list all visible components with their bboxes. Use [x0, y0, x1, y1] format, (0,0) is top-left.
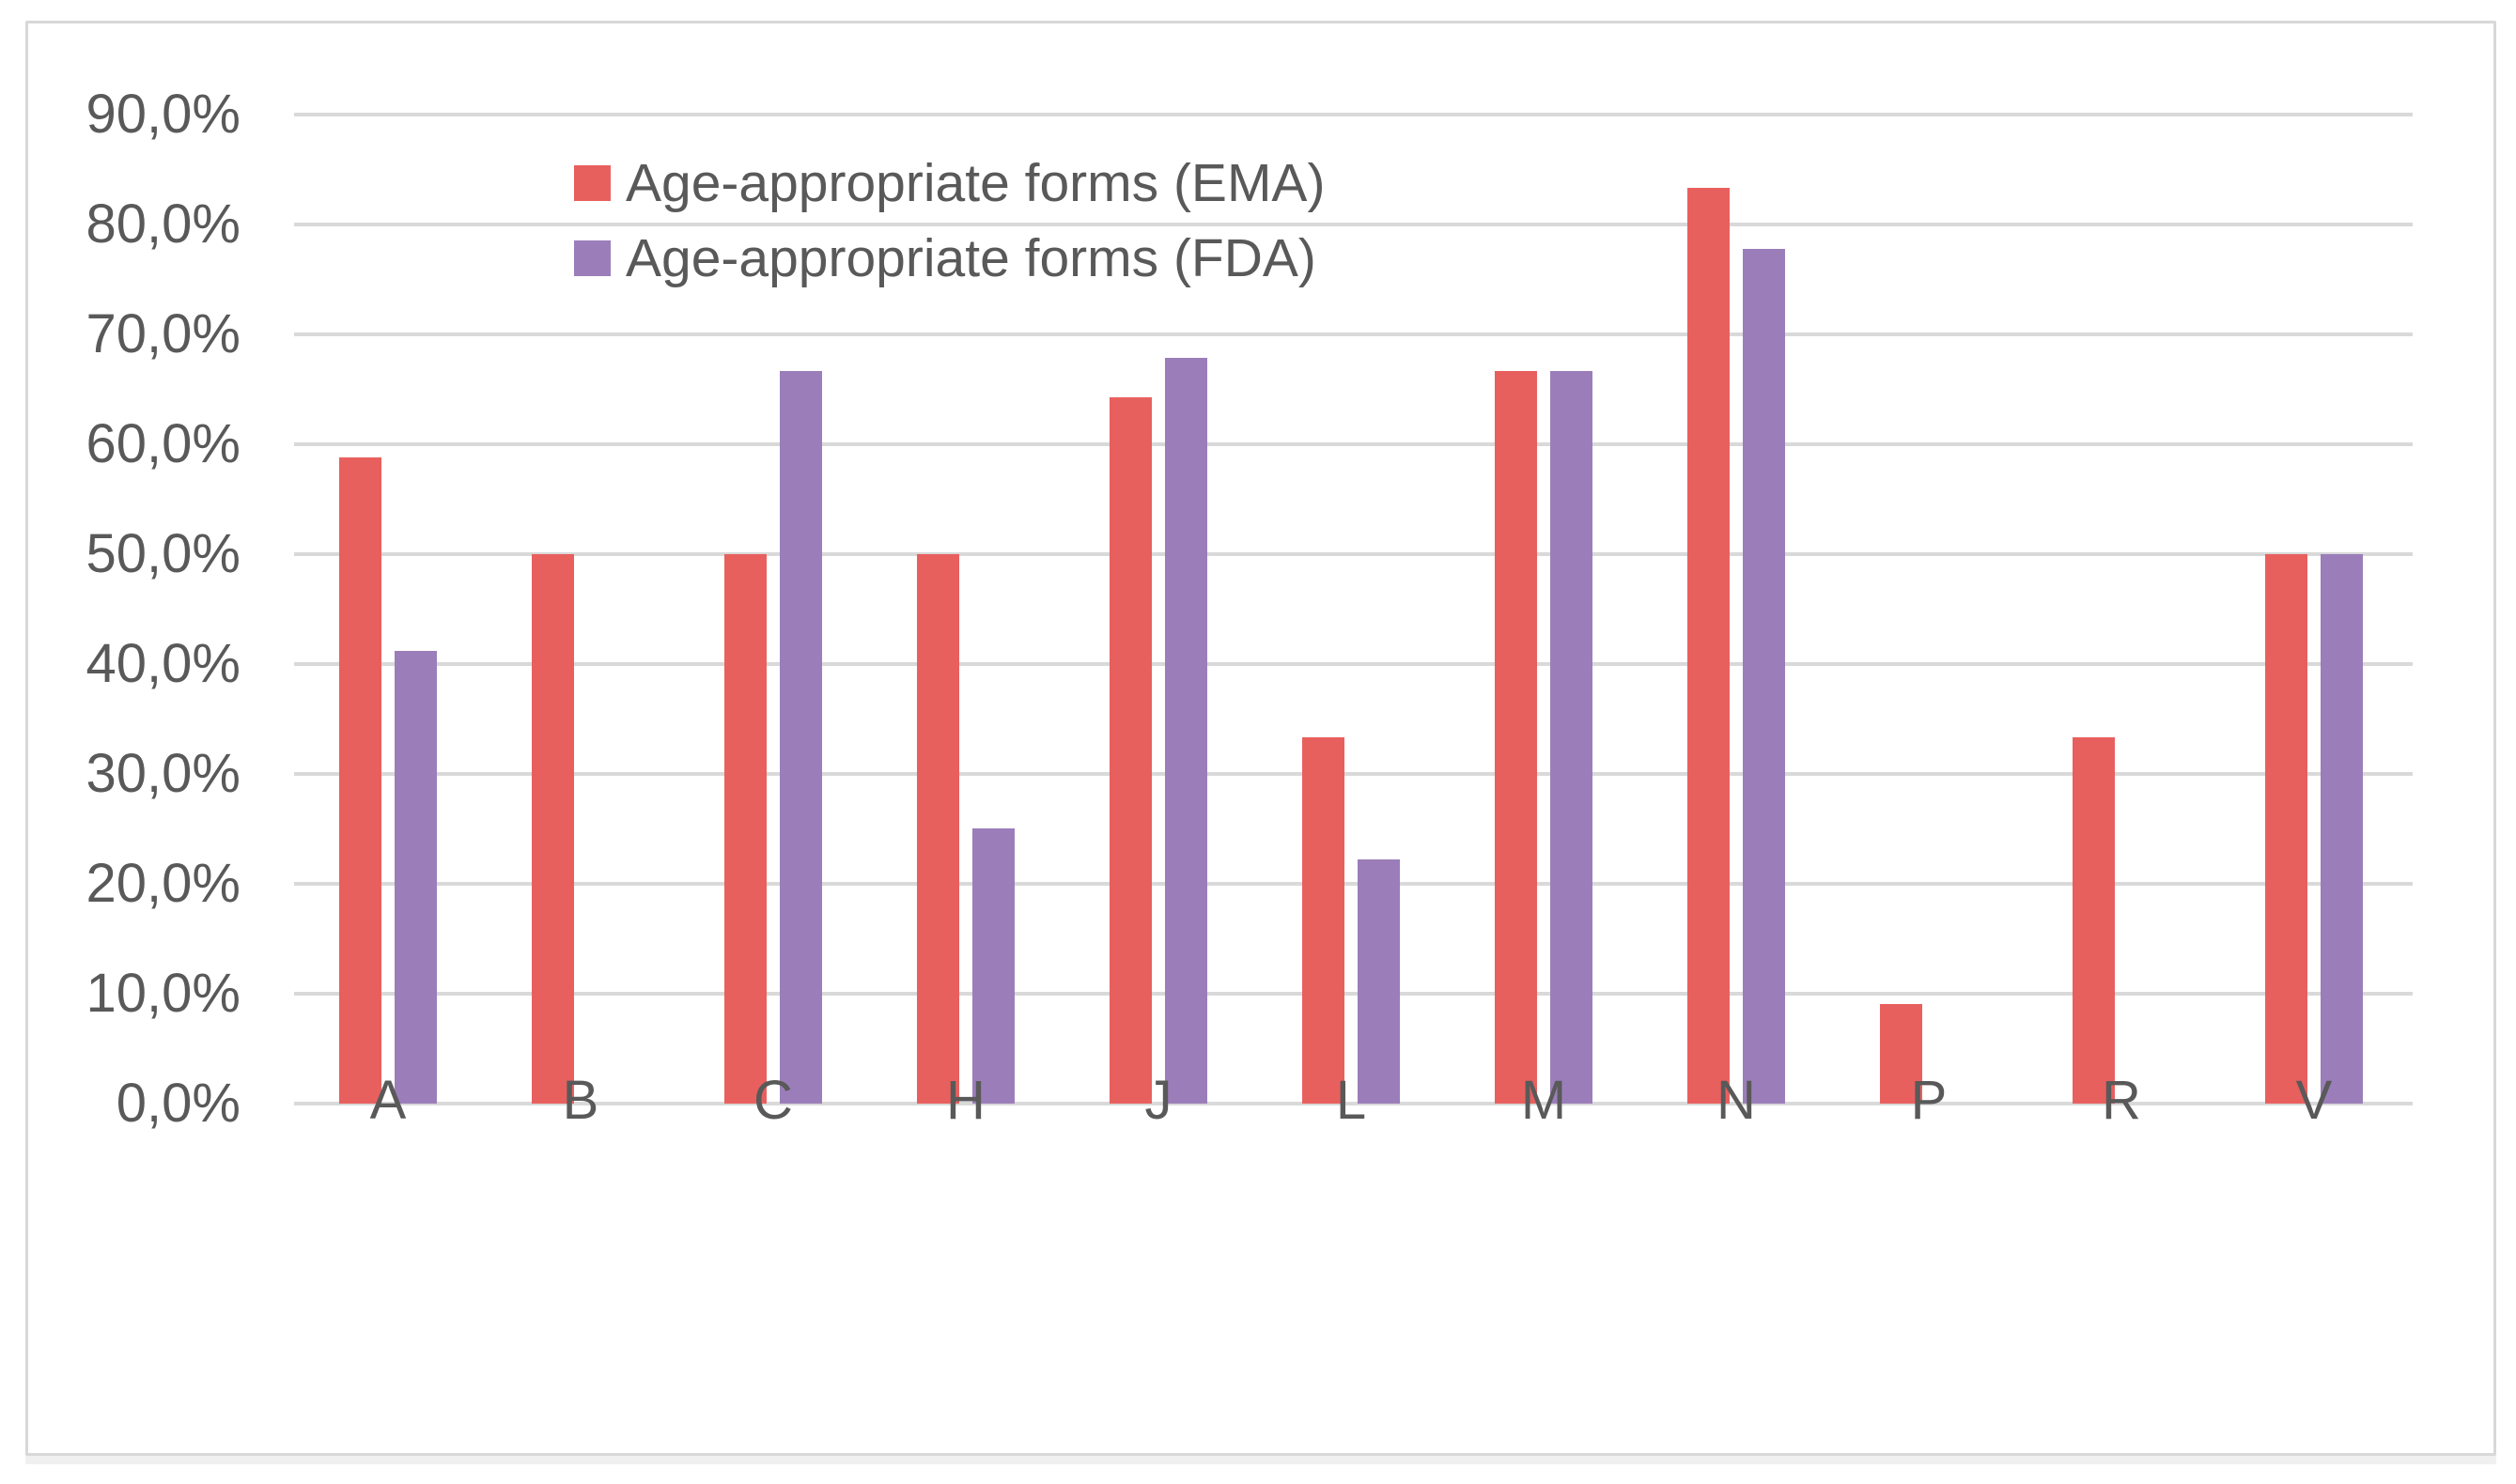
- y-axis-tick-label: 80,0%: [85, 193, 241, 255]
- bar-fda-M: [1550, 371, 1592, 1104]
- x-axis-category-label: R: [2102, 1070, 2141, 1131]
- bar-ema-R: [2073, 737, 2115, 1104]
- y-axis-tick-label: 50,0%: [85, 523, 241, 584]
- bar-fda-L: [1358, 859, 1400, 1104]
- gridline: [294, 442, 2413, 446]
- bar-ema-M: [1495, 371, 1537, 1104]
- x-axis-category-label: J: [1144, 1070, 1173, 1131]
- gridline: [294, 552, 2413, 556]
- y-axis-tick-label: 0,0%: [116, 1073, 241, 1134]
- x-axis-category-label: H: [946, 1070, 986, 1131]
- legend-item-ema: Age-appropriate forms (EMA): [574, 146, 1325, 221]
- bar-fda-J: [1165, 358, 1207, 1104]
- x-axis-category-label: B: [562, 1070, 599, 1131]
- bar-ema-C: [724, 554, 767, 1104]
- gridline: [294, 1102, 2413, 1105]
- bar-ema-V: [2265, 554, 2307, 1104]
- y-axis-tick-label: 10,0%: [85, 963, 241, 1024]
- legend: Age-appropriate forms (EMA) Age-appropri…: [574, 146, 1325, 296]
- gridline: [294, 662, 2413, 666]
- legend-item-fda: Age-appropriate forms (FDA): [574, 221, 1325, 296]
- legend-label-fda: Age-appropriate forms (FDA): [626, 228, 1316, 288]
- bar-fda-N: [1743, 249, 1785, 1104]
- gridline: [294, 223, 2413, 226]
- y-axis-tick-label: 60,0%: [85, 413, 241, 474]
- legend-swatch-fda: [574, 240, 611, 276]
- figure-canvas: 90,0% 80,0% 70,0% 60,0% 50,0% 40,0% 30,0% 20,0%…: [25, 21, 2496, 1456]
- bar-ema-H: [917, 554, 959, 1104]
- y-axis-tick-label: 20,0%: [85, 853, 241, 914]
- bar-fda-A: [395, 651, 437, 1104]
- x-axis-category-label: M: [1520, 1070, 1567, 1131]
- y-axis-tick-label: 30,0%: [85, 743, 241, 804]
- x-axis-category-label: C: [753, 1070, 793, 1131]
- y-axis-tick-label: 90,0%: [85, 84, 241, 145]
- bar-ema-P: [1880, 1004, 1922, 1104]
- bar-ema-J: [1110, 397, 1152, 1104]
- bar-ema-B: [532, 554, 574, 1104]
- gridline: [294, 992, 2413, 996]
- bar-ema-A: [339, 457, 381, 1104]
- bar-fda-H: [972, 828, 1015, 1104]
- x-axis-category-label: L: [1335, 1070, 1367, 1131]
- legend-swatch-ema: [574, 165, 611, 201]
- gridline: [294, 113, 2413, 116]
- x-axis-category-label: V: [2295, 1070, 2333, 1131]
- y-axis-tick-label: 70,0%: [85, 303, 241, 364]
- y-axis-tick-label: 40,0%: [85, 633, 241, 694]
- x-axis-category-label: A: [369, 1070, 407, 1131]
- x-axis-category-label: N: [1716, 1070, 1756, 1131]
- gridline: [294, 882, 2413, 886]
- bar-ema-L: [1302, 737, 1344, 1104]
- bar-fda-C: [780, 371, 822, 1104]
- gridline: [294, 332, 2413, 336]
- bar-ema-N: [1687, 188, 1730, 1104]
- gridline: [294, 772, 2413, 776]
- plot-area: [294, 113, 2413, 1105]
- x-axis-category-label: P: [1910, 1070, 1948, 1131]
- legend-label-ema: Age-appropriate forms (EMA): [626, 153, 1326, 213]
- bar-fda-V: [2321, 554, 2363, 1104]
